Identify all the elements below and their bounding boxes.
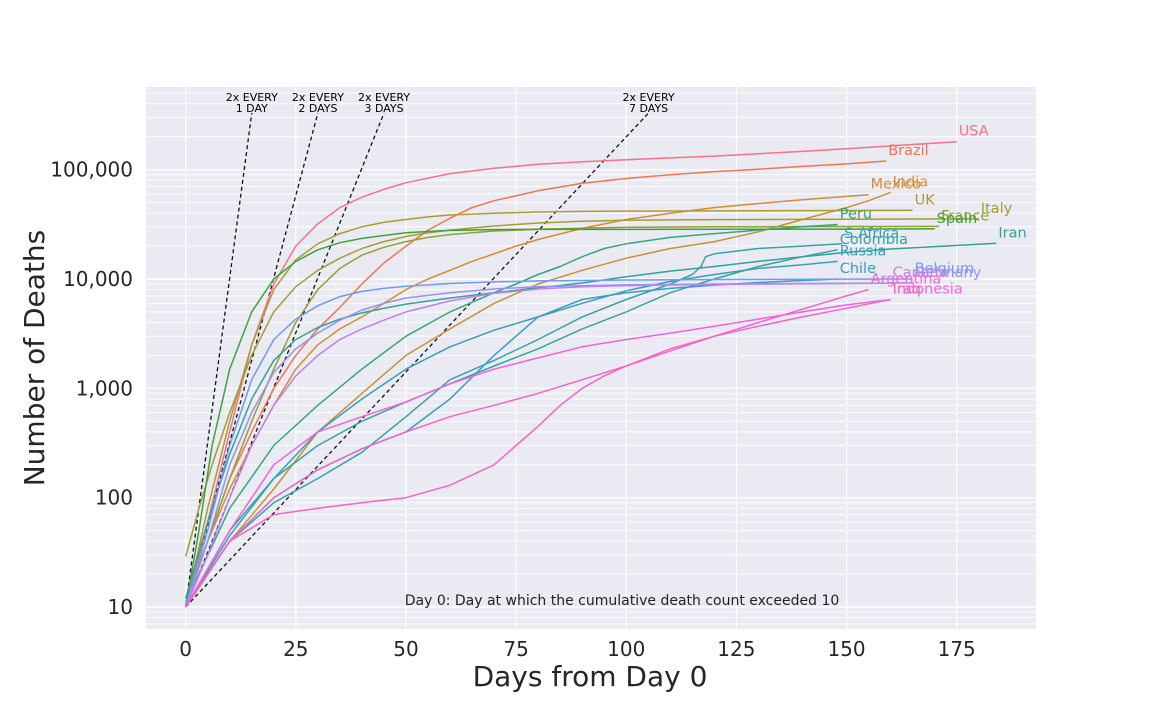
- series-label: S.Africa: [844, 226, 899, 242]
- series-line: [185, 249, 838, 608]
- series-label: Italy: [981, 201, 1013, 217]
- reference-label: 2x EVERY: [292, 91, 344, 104]
- x-tick-label: 125: [717, 637, 755, 661]
- x-tick-label: 50: [393, 637, 418, 661]
- series-line: [184, 140, 957, 608]
- series-label: Spain: [937, 211, 978, 227]
- series-label: Iran: [998, 225, 1026, 241]
- x-tick-label: 150: [827, 637, 865, 661]
- series-label: UK: [915, 192, 936, 208]
- x-tick-label: 25: [283, 637, 308, 661]
- series-label: Iraq: [893, 281, 921, 297]
- series-label: India: [893, 174, 929, 190]
- y-tick-label: 100,000: [50, 158, 133, 182]
- series-line: [184, 209, 913, 608]
- series-group: [184, 140, 997, 608]
- series-line: [185, 191, 891, 608]
- series-label: Belgium: [915, 261, 974, 277]
- series-line: [184, 282, 913, 608]
- y-tick-label: 1,000: [76, 376, 133, 400]
- series-label: Indonesia: [893, 281, 963, 297]
- series-line: [185, 260, 838, 608]
- reference-label: 2x EVERY: [358, 91, 410, 104]
- reference-label: 1 DAY: [236, 102, 268, 115]
- series-label: Mexico: [871, 177, 922, 193]
- series-label: Peru: [840, 207, 872, 223]
- series-line: [185, 223, 838, 603]
- series-line: [184, 228, 935, 608]
- series-line: [184, 160, 887, 603]
- y-tick-label: 10,000: [63, 267, 133, 291]
- series-label: Canada: [893, 265, 948, 281]
- reference-label: 3 DAYS: [364, 102, 403, 115]
- series-line: [185, 282, 891, 608]
- series-label: Colombia: [840, 232, 908, 248]
- series-line: [185, 288, 869, 608]
- doubling-reference-line: [185, 112, 650, 608]
- x-tick-label: 75: [503, 637, 528, 661]
- series-label: Germany: [915, 265, 982, 281]
- reference-label: 7 DAYS: [629, 102, 668, 115]
- series-label: Chile: [840, 261, 876, 277]
- series-line: [184, 225, 940, 599]
- x-tick-labels: 0 25 50 75 100 125 150 175: [179, 637, 976, 661]
- y-axis-title: Number of Deaths: [18, 230, 51, 487]
- series-label: USA: [959, 124, 989, 140]
- reference-label: 2 DAYS: [298, 102, 337, 115]
- series-line: [184, 218, 979, 557]
- series-line: [184, 278, 913, 608]
- series-label: Brazil: [888, 143, 928, 159]
- series-label: Russia: [840, 243, 887, 259]
- x-tick-label: 175: [938, 637, 976, 661]
- series-label: Argentina: [871, 272, 942, 288]
- series-line: [185, 243, 843, 608]
- y-tick-label: 100: [95, 486, 133, 510]
- series-line: [185, 298, 891, 608]
- x-tick-label: 0: [179, 637, 192, 661]
- day-zero-note: Day 0: Day at which the cumulative death…: [405, 593, 840, 609]
- x-tick-label: 100: [607, 637, 645, 661]
- x-axis-title: Days from Day 0: [473, 660, 708, 693]
- y-tick-label: 10: [108, 595, 133, 619]
- series-label: France: [941, 208, 989, 224]
- y-tick-labels: 10 100 1,000 10,000 100,000: [50, 158, 133, 619]
- series-line: [185, 298, 891, 608]
- reference-label: 2x EVERY: [623, 91, 675, 104]
- doubling-reference-line: [185, 112, 253, 608]
- reference-label: 2x EVERY: [226, 91, 278, 104]
